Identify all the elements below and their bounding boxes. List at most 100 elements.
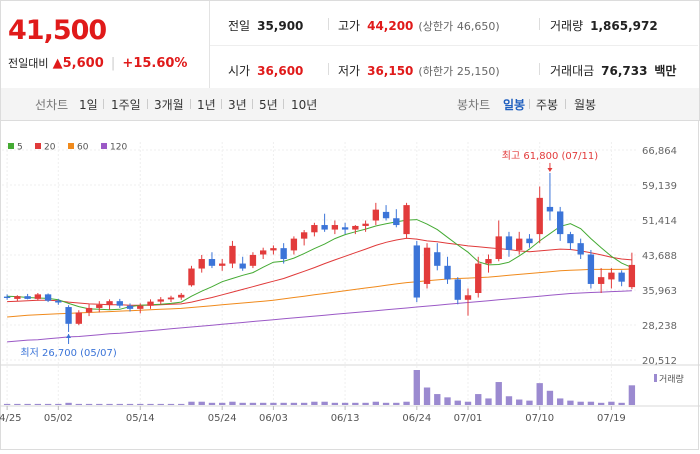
- volume-bar: [167, 403, 175, 405]
- divider: [529, 99, 530, 109]
- x-tick-label: 07/10: [525, 413, 554, 424]
- candle-body: [597, 277, 605, 284]
- volume-bar: [434, 394, 441, 405]
- volume-bar: [178, 403, 185, 405]
- candle-body: [618, 272, 625, 282]
- change-rate: +15.60%: [122, 56, 188, 71]
- candle-body: [372, 209, 380, 221]
- x-tick-label: 06/03: [259, 413, 288, 424]
- price-chart: 5 20 60 120 20,512 28,238 35,963 43,688 51,414 59…: [0, 120, 700, 450]
- volume-bar: [608, 401, 615, 405]
- candle-body: [464, 295, 472, 300]
- candle-body: [290, 238, 298, 251]
- volume-bar: [567, 400, 574, 405]
- current-price: 41,500: [8, 15, 107, 46]
- period-5y-button[interactable]: 5년: [259, 98, 278, 112]
- low-cell: 저가 36,150 (하한가 25,150): [338, 62, 500, 79]
- lower-limit-label: (하한가: [418, 65, 454, 78]
- y-tick-label: 43,688: [642, 251, 677, 262]
- volume-bar: [362, 402, 369, 405]
- volume-bar: [557, 398, 564, 405]
- candle-body: [485, 259, 492, 264]
- volume-bar: [219, 402, 226, 405]
- low-value: 36,150: [367, 64, 414, 78]
- divider: [328, 18, 329, 30]
- quote-summary: 41,500 전일대비 ▲5,600 | +15.60% 전일 35,900 고가…: [0, 0, 700, 90]
- divider: [147, 99, 148, 109]
- candle-body: [567, 234, 574, 244]
- trade-value-unit: 백만: [654, 64, 677, 78]
- volume-bar: [485, 398, 492, 405]
- legend-label-20: 20: [44, 143, 56, 153]
- lower-limit-value: 25,150): [456, 65, 500, 78]
- candle-body: [116, 301, 123, 306]
- ma5-line: [7, 219, 633, 311]
- legend-swatch-120: [101, 143, 107, 149]
- volume-bar: [413, 370, 420, 405]
- candle-body: [178, 294, 185, 298]
- candle-body: [126, 305, 134, 309]
- volume-bar: [116, 403, 123, 405]
- volume-bar: [464, 401, 472, 405]
- high-cell: 고가 44,200 (상한가 46,650): [338, 17, 500, 34]
- trade-value: 76,733: [601, 64, 648, 78]
- volume-label: 거래량: [550, 19, 584, 33]
- candle-body: [270, 248, 277, 251]
- change-row: 전일대비 ▲5,600 | +15.60%: [8, 55, 187, 71]
- divider: [565, 99, 566, 109]
- candle-body: [577, 243, 584, 255]
- low-label: 저가: [338, 64, 361, 78]
- high-label: 고가: [338, 19, 361, 33]
- candle-body: [495, 236, 502, 260]
- period-1y-button[interactable]: 1년: [197, 98, 216, 112]
- candle-body: [24, 296, 31, 299]
- volume-cell: 거래량 1,865,972: [550, 17, 658, 34]
- candle-body: [341, 227, 349, 230]
- legend-label-60: 60: [77, 143, 89, 153]
- candle-body: [434, 252, 441, 266]
- candle-monthly-button[interactable]: 월봉: [574, 98, 597, 112]
- legend-label-5: 5: [17, 143, 23, 153]
- candle-weekly-button[interactable]: 주봉: [536, 98, 559, 112]
- chart-frame: [0, 120, 699, 450]
- candle-body: [34, 294, 42, 299]
- candle-body: [628, 264, 636, 288]
- high-annotation: 최고 61,800 (07/11): [502, 150, 598, 162]
- volume-bar: [24, 403, 31, 405]
- divider: [221, 99, 222, 109]
- candle-body: [259, 250, 267, 255]
- high-value: 44,200: [367, 19, 414, 33]
- volume-bar: [321, 401, 328, 405]
- y-tick-label: 51,414: [642, 216, 677, 227]
- chart-toolbar: 선차트 1일 1주일 3개월 1년 3년 5년 10년 봉차트 일봉 주봉 월봉: [0, 88, 700, 121]
- candle-body: [229, 245, 236, 264]
- volume-bar: [137, 403, 144, 405]
- candle-body: [362, 223, 369, 226]
- volume-bar: [546, 390, 554, 405]
- divider: [190, 99, 191, 109]
- period-1d-button[interactable]: 1일: [79, 98, 98, 112]
- volume-bar: [198, 401, 205, 405]
- y-tick-label: 59,139: [642, 181, 677, 192]
- period-3m-button[interactable]: 3개월: [154, 98, 184, 112]
- period-10y-button[interactable]: 10년: [291, 98, 318, 112]
- candle-body: [331, 225, 339, 230]
- period-1w-button[interactable]: 1주일: [111, 98, 141, 112]
- candle-body: [85, 307, 93, 313]
- candle-daily-button[interactable]: 일봉: [503, 98, 526, 112]
- volume-bar: [126, 403, 134, 405]
- candle-body: [557, 211, 564, 235]
- open-value: 36,600: [257, 64, 304, 78]
- legend-swatch-20: [35, 143, 41, 149]
- volume-bar: [475, 394, 482, 405]
- volume-bar: [628, 385, 636, 405]
- volume-bar: [311, 401, 318, 405]
- volume-bar: [403, 401, 410, 405]
- volume-bar: [3, 403, 11, 405]
- volume-bar: [34, 403, 42, 405]
- volume-bar: [454, 400, 461, 405]
- divider: [328, 63, 329, 75]
- legend-swatch-5: [8, 143, 14, 149]
- candle-body: [137, 305, 144, 309]
- period-3y-button[interactable]: 3년: [228, 98, 247, 112]
